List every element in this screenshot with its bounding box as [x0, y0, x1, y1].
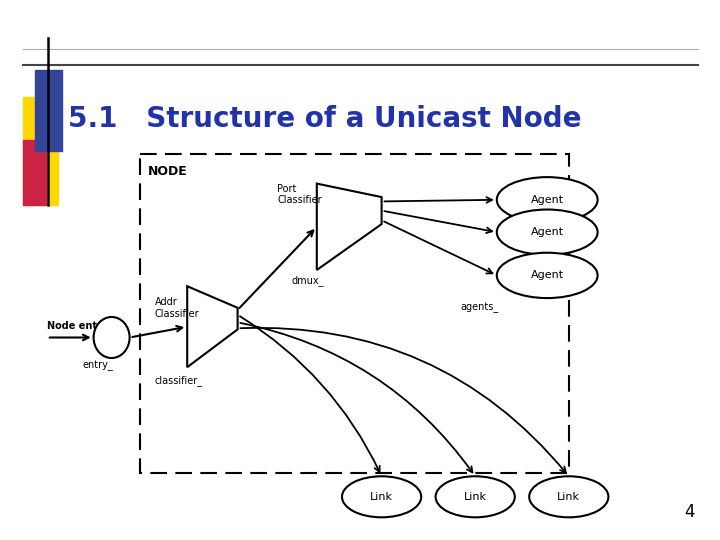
Text: Link: Link: [370, 492, 393, 502]
Ellipse shape: [497, 253, 598, 298]
Bar: [35, 70, 62, 151]
Ellipse shape: [529, 476, 608, 517]
Ellipse shape: [436, 476, 515, 517]
Text: entry_: entry_: [83, 361, 114, 371]
Text: agents_: agents_: [461, 302, 499, 313]
Ellipse shape: [497, 210, 598, 255]
Text: Agent: Agent: [531, 195, 564, 205]
Text: NODE: NODE: [148, 165, 187, 178]
Text: Agent: Agent: [531, 271, 564, 280]
Bar: [23, 140, 46, 205]
Text: Node entry: Node entry: [47, 321, 108, 332]
Text: classifier_: classifier_: [155, 375, 203, 386]
Text: 4: 4: [684, 503, 695, 521]
Text: Addr
Classifier: Addr Classifier: [155, 297, 199, 319]
Polygon shape: [317, 184, 382, 270]
Text: Port
Classifier: Port Classifier: [277, 184, 322, 205]
Text: 5.1   Structure of a Unicast Node: 5.1 Structure of a Unicast Node: [68, 105, 582, 133]
Ellipse shape: [94, 317, 130, 358]
Bar: [23, 97, 58, 205]
Text: dmux_: dmux_: [292, 275, 324, 286]
Text: Link: Link: [557, 492, 580, 502]
Polygon shape: [187, 286, 238, 367]
Ellipse shape: [497, 177, 598, 222]
Ellipse shape: [342, 476, 421, 517]
Text: Link: Link: [464, 492, 487, 502]
Text: Agent: Agent: [531, 227, 564, 237]
Bar: [140, 154, 569, 472]
